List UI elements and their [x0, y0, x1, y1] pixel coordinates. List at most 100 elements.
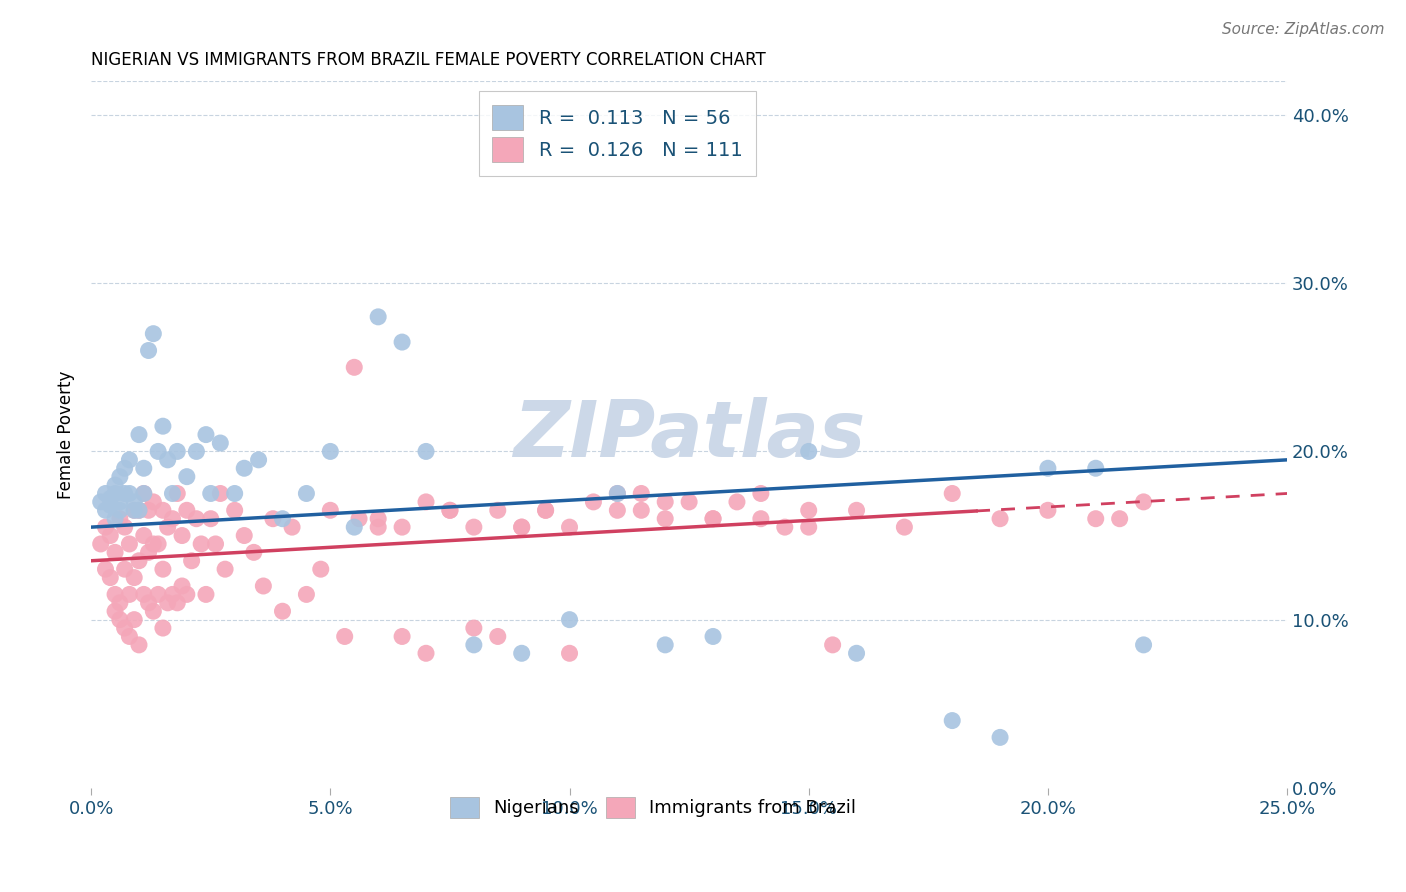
Point: [797, 520, 820, 534]
Point: [534, 503, 557, 517]
Point: [534, 503, 557, 517]
Point: [988, 512, 1011, 526]
Point: [463, 638, 485, 652]
Point: [132, 528, 155, 542]
Point: [463, 621, 485, 635]
Point: [702, 630, 724, 644]
Point: [156, 520, 179, 534]
Point: [142, 537, 165, 551]
Point: [391, 335, 413, 350]
Point: [558, 613, 581, 627]
Point: [271, 512, 294, 526]
Point: [190, 537, 212, 551]
Point: [114, 621, 136, 635]
Point: [132, 587, 155, 601]
Point: [162, 486, 184, 500]
Point: [118, 453, 141, 467]
Point: [94, 562, 117, 576]
Point: [176, 469, 198, 483]
Point: [104, 545, 127, 559]
Point: [138, 596, 160, 610]
Point: [94, 520, 117, 534]
Point: [1132, 638, 1154, 652]
Point: [749, 512, 772, 526]
Point: [343, 360, 366, 375]
Point: [725, 495, 748, 509]
Point: [654, 495, 676, 509]
Point: [1036, 503, 1059, 517]
Point: [347, 512, 370, 526]
Point: [98, 528, 121, 542]
Point: [209, 486, 232, 500]
Point: [162, 512, 184, 526]
Point: [114, 520, 136, 534]
Point: [797, 503, 820, 517]
Point: [194, 427, 217, 442]
Point: [186, 444, 208, 458]
Point: [176, 587, 198, 601]
Point: [104, 478, 127, 492]
Point: [630, 503, 652, 517]
Point: [108, 469, 131, 483]
Text: ZIPatlas: ZIPatlas: [513, 397, 865, 473]
Y-axis label: Female Poverty: Female Poverty: [58, 370, 75, 499]
Point: [186, 512, 208, 526]
Point: [104, 604, 127, 618]
Point: [367, 512, 389, 526]
Point: [988, 731, 1011, 745]
Point: [108, 512, 131, 526]
Point: [152, 503, 174, 517]
Point: [204, 537, 226, 551]
Point: [122, 613, 145, 627]
Point: [1132, 495, 1154, 509]
Point: [118, 587, 141, 601]
Point: [281, 520, 304, 534]
Point: [558, 646, 581, 660]
Point: [252, 579, 274, 593]
Point: [773, 520, 796, 534]
Point: [142, 495, 165, 509]
Point: [821, 638, 844, 652]
Point: [200, 486, 222, 500]
Point: [486, 630, 509, 644]
Point: [702, 512, 724, 526]
Point: [162, 587, 184, 601]
Point: [606, 486, 628, 500]
Point: [128, 503, 150, 517]
Point: [415, 444, 437, 458]
Point: [122, 503, 145, 517]
Point: [132, 461, 155, 475]
Point: [510, 520, 533, 534]
Point: [893, 520, 915, 534]
Point: [415, 495, 437, 509]
Point: [118, 630, 141, 644]
Point: [132, 486, 155, 500]
Point: [654, 512, 676, 526]
Point: [319, 444, 342, 458]
Point: [343, 520, 366, 534]
Point: [606, 503, 628, 517]
Point: [156, 596, 179, 610]
Point: [166, 444, 188, 458]
Point: [128, 427, 150, 442]
Point: [941, 486, 963, 500]
Point: [114, 562, 136, 576]
Point: [1084, 461, 1107, 475]
Point: [142, 326, 165, 341]
Point: [170, 579, 193, 593]
Point: [845, 503, 868, 517]
Point: [128, 503, 150, 517]
Point: [170, 528, 193, 542]
Point: [166, 486, 188, 500]
Point: [233, 461, 256, 475]
Point: [90, 495, 112, 509]
Point: [415, 646, 437, 660]
Point: [94, 486, 117, 500]
Point: [104, 486, 127, 500]
Point: [309, 562, 332, 576]
Point: [606, 486, 628, 500]
Point: [108, 503, 131, 517]
Point: [510, 646, 533, 660]
Point: [122, 495, 145, 509]
Point: [295, 486, 318, 500]
